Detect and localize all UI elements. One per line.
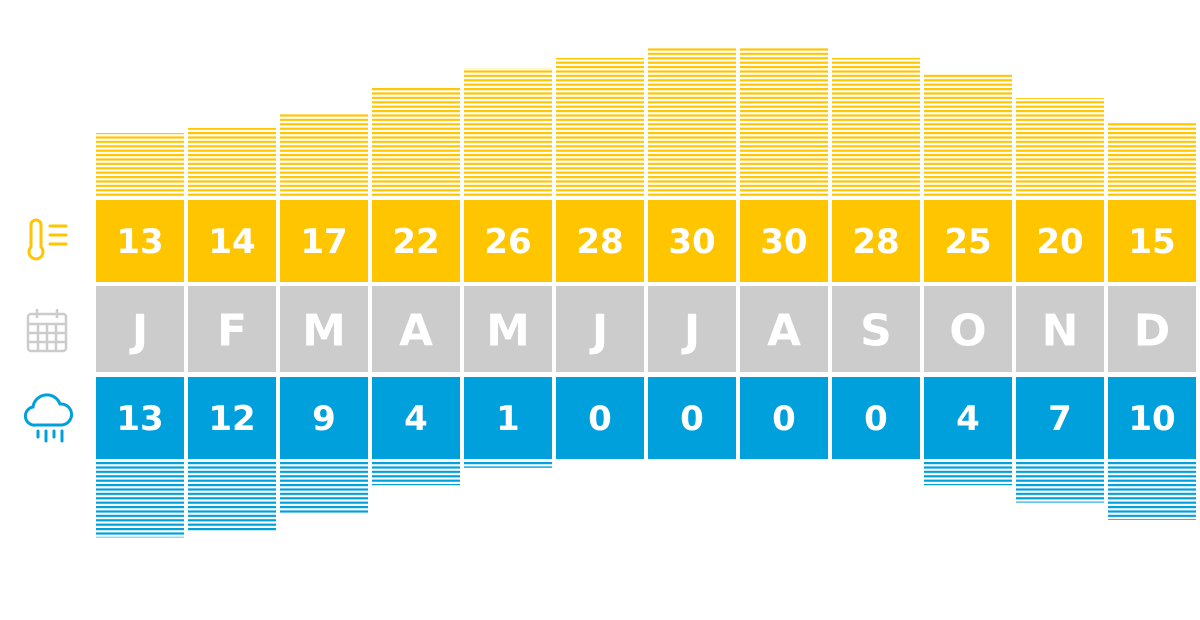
month-box: [188, 286, 276, 372]
month-box: [740, 286, 828, 372]
temperature-bar: [464, 68, 552, 198]
month-box: [372, 286, 460, 372]
rain-box: [188, 377, 276, 459]
temperature-box: [832, 200, 920, 282]
month-box: [464, 286, 552, 372]
temperature-label: 15: [1128, 222, 1175, 262]
month-box: [832, 286, 920, 372]
rain-box: [372, 377, 460, 459]
temperature-label: 17: [300, 222, 347, 262]
rain-label: 0: [588, 399, 612, 439]
month-box: [280, 286, 368, 372]
month-box: [556, 286, 644, 372]
temperature-bar: [740, 48, 828, 198]
temperature-bar: [96, 133, 184, 198]
rain-bar: [1016, 462, 1104, 503]
month-box: [648, 286, 736, 372]
temperature-bar: [556, 58, 644, 198]
rain-box: [280, 377, 368, 459]
temperature-box: [188, 200, 276, 282]
temperature-box: [464, 200, 552, 282]
rain-label: 0: [772, 399, 796, 439]
temperature-label: 26: [484, 222, 531, 262]
calendar-icon: [26, 309, 68, 353]
rain-label: 0: [864, 399, 888, 439]
rain-label: 7: [1048, 399, 1072, 439]
rain-box: [1016, 377, 1104, 459]
rain-bar: [188, 462, 276, 532]
rain-bar: [280, 462, 368, 515]
temperature-label: 30: [668, 222, 715, 262]
rain-icon: [23, 393, 74, 443]
temperature-bar: [1108, 123, 1196, 198]
month-label: O: [949, 306, 986, 357]
temperature-box: [96, 200, 184, 282]
temperature-bar: [924, 73, 1012, 198]
rain-box: [556, 377, 644, 459]
rain-bar: [96, 462, 184, 538]
temperature-box: [1108, 200, 1196, 282]
rain-box: [648, 377, 736, 459]
month-label: J: [129, 306, 148, 357]
rain-box: [1108, 377, 1196, 459]
rain-box: [96, 377, 184, 459]
temperature-bar: [648, 48, 736, 198]
rain-box: [464, 377, 552, 459]
rain-label: 13: [116, 399, 163, 439]
temperature-label: 13: [116, 222, 163, 262]
month-label: N: [1042, 306, 1079, 357]
temperature-label: 28: [576, 222, 623, 262]
rain-label: 4: [404, 399, 428, 439]
rain-bar: [372, 462, 460, 486]
temperature-label: 20: [1036, 222, 1083, 262]
month-label: D: [1134, 306, 1171, 357]
temperature-bar: [1016, 98, 1104, 198]
rain-label: 12: [208, 399, 255, 439]
rain-bar: [924, 462, 1012, 486]
temperature-bar: [188, 128, 276, 198]
rain-bar: [1108, 462, 1196, 520]
month-label: M: [486, 306, 530, 357]
month-label: M: [302, 306, 346, 357]
rain-label: 0: [680, 399, 704, 439]
month-box: [924, 286, 1012, 372]
month-box: [1108, 286, 1196, 372]
temperature-bar: [832, 58, 920, 198]
month-label: F: [217, 306, 247, 357]
thermometer-icon: [27, 218, 68, 261]
temperature-label: 25: [944, 222, 991, 262]
month-label: J: [589, 306, 608, 357]
temperature-box: [372, 200, 460, 282]
rain-label: 1: [496, 399, 520, 439]
temperature-bar: [280, 113, 368, 198]
temperature-label: 22: [392, 222, 439, 262]
temperature-box: [740, 200, 828, 282]
month-box: [1016, 286, 1104, 372]
rain-box: [740, 377, 828, 459]
month-label: S: [860, 306, 892, 357]
month-box: [96, 286, 184, 372]
month-label: A: [399, 306, 433, 357]
rain-label: 4: [956, 399, 980, 439]
temperature-box: [1016, 200, 1104, 282]
temperature-label: 28: [852, 222, 899, 262]
rain-label: 10: [1128, 399, 1175, 439]
temperature-box: [280, 200, 368, 282]
month-label: A: [767, 306, 801, 357]
temperature-box: [648, 200, 736, 282]
temperature-box: [556, 200, 644, 282]
temperature-bar: [372, 88, 460, 198]
temperature-box: [924, 200, 1012, 282]
temperature-label: 30: [760, 222, 807, 262]
rain-bar: [464, 462, 552, 468]
rain-box: [924, 377, 1012, 459]
rain-box: [832, 377, 920, 459]
month-label: J: [681, 306, 700, 357]
rain-label: 9: [312, 399, 336, 439]
temperature-label: 14: [208, 222, 255, 262]
